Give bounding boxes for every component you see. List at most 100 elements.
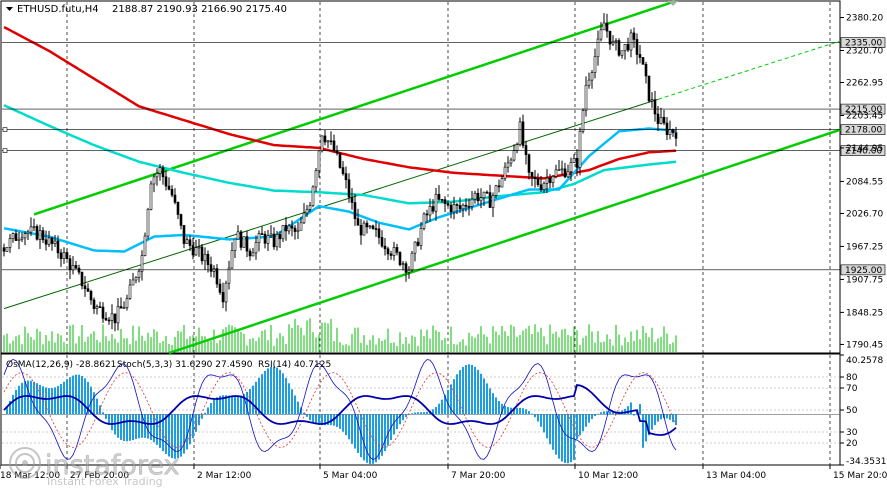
volume-bars [3, 318, 677, 352]
osma-bar [225, 395, 227, 415]
candle-body [632, 32, 636, 40]
osma-bar [474, 366, 476, 415]
candle-body [245, 236, 249, 252]
candle-body [617, 40, 621, 56]
candle-body [461, 204, 465, 210]
osma-bar [597, 413, 599, 415]
candle-body [509, 159, 513, 164]
candle-body [182, 225, 186, 244]
osma-bar [387, 414, 389, 446]
candle-body [518, 121, 522, 145]
osma-bar [21, 382, 23, 415]
osma-bar [564, 414, 566, 463]
candle-body [5, 247, 9, 252]
osma-bar [15, 389, 17, 415]
candle-body [467, 206, 471, 208]
osma-bar [156, 414, 158, 445]
candle-body [539, 184, 543, 190]
osma-bar [441, 399, 443, 415]
price-tick-label: 2203.45 [846, 111, 883, 121]
osma-bar [648, 414, 650, 436]
time-tick-label: 7 Mar 20:00 [451, 471, 506, 481]
candle-body [494, 185, 498, 196]
osma-bar [324, 414, 326, 426]
rsi-line [3, 383, 677, 436]
osma-bar [57, 385, 59, 415]
candle-body [317, 150, 321, 172]
candle-body [506, 162, 510, 168]
osma-bar [495, 397, 497, 415]
osma-bar [456, 374, 458, 415]
candle-body [8, 238, 12, 248]
osma-label: OsMA(12,26,9) -28.8621 [6, 360, 116, 370]
candle-body [227, 267, 231, 284]
candle-body [203, 253, 207, 262]
price-tick-label: 2026.70 [846, 209, 883, 219]
candle-body [371, 225, 375, 229]
candle-body [446, 203, 450, 206]
candle-body [62, 252, 66, 259]
ind-tick-label: 80 [846, 373, 858, 383]
candle-body [380, 237, 384, 247]
candle-body [644, 64, 648, 77]
candle-body [179, 214, 183, 226]
time-axis: 27 Feb 20:00 2 Mar 12:00 5 Mar 04:00 7 Mar … [0, 465, 887, 481]
candle-body [146, 209, 150, 237]
osma-bar [630, 402, 632, 415]
osma-bar [417, 412, 419, 415]
candle-body [626, 44, 630, 51]
candle-body [377, 228, 381, 238]
osma-bar [546, 414, 548, 439]
osma-bar [18, 385, 20, 415]
osma-bar [78, 374, 80, 415]
candle-body [104, 318, 108, 321]
candle-body [431, 206, 435, 212]
time-tick-label: 27 Feb 20:00 [70, 471, 129, 481]
candle-body [449, 204, 453, 213]
trend-channel [3, 0, 845, 355]
osma-bar [522, 408, 524, 415]
scroll-marker-icon[interactable] [668, 1, 678, 6]
candle-body [110, 313, 114, 321]
osma-bar [378, 414, 380, 460]
candle-body [80, 271, 84, 287]
candle-body [455, 204, 459, 206]
osma-bar [486, 383, 488, 415]
candle-body [614, 40, 618, 42]
candle-body [575, 158, 579, 168]
osma-bar [84, 378, 86, 415]
osma-bar [462, 366, 464, 415]
instaforex-logo: instaforex Instant Forex Trading [9, 447, 180, 488]
osma-bar [231, 396, 233, 415]
candle-body [488, 192, 492, 208]
osma-bar [654, 414, 656, 426]
candle-body [440, 199, 444, 201]
osma-bar [396, 414, 398, 430]
candle-body [647, 75, 651, 102]
osma-bar [111, 414, 113, 431]
candle-body [512, 150, 516, 161]
osma-bar [168, 414, 170, 457]
osma-bar [516, 407, 518, 415]
osma-bar [444, 394, 446, 415]
osma-bar [96, 398, 98, 415]
osma-bar [255, 381, 257, 415]
osma-bar [90, 386, 92, 415]
level-label: 2178.00 [845, 126, 882, 136]
candle-body [233, 238, 237, 251]
level-label: 2215.00 [845, 105, 882, 115]
dropdown-arrow-icon[interactable] [6, 7, 13, 11]
osma-bar [171, 414, 173, 459]
stoch-main-line [3, 358, 677, 460]
candle-body [362, 222, 366, 236]
candle-body [20, 237, 24, 240]
osma-bar [435, 406, 437, 415]
candle-body [608, 30, 612, 45]
osma-bar [267, 368, 269, 415]
candle-body [524, 145, 528, 156]
osma-bar [363, 414, 365, 461]
osma-bar [303, 412, 305, 415]
osma-bar [147, 414, 149, 439]
